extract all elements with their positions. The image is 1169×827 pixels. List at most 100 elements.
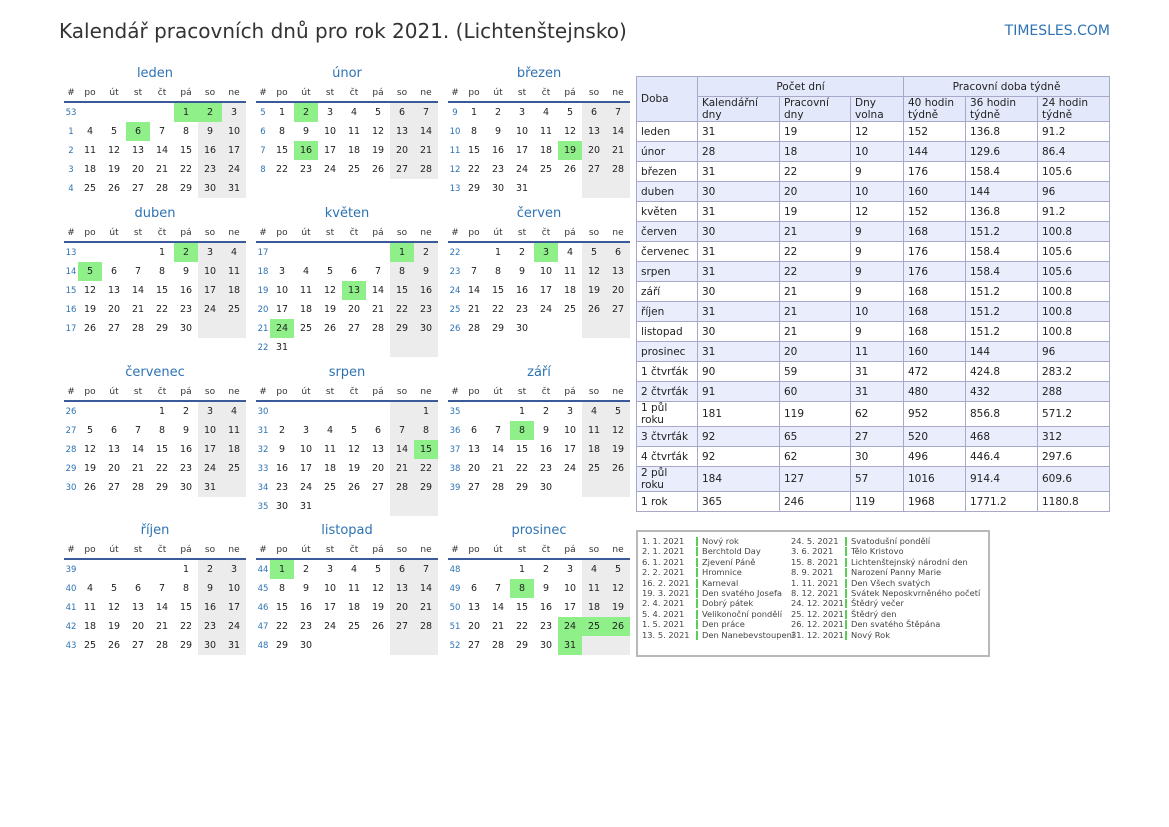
weekday-header: út bbox=[102, 224, 126, 243]
day-cell: 27 bbox=[582, 160, 606, 179]
day-cell: 10 bbox=[323, 126, 337, 137]
day-cell: 2 bbox=[182, 406, 190, 417]
weekday-header: so bbox=[582, 541, 606, 560]
day-cell: 16 bbox=[539, 444, 553, 455]
holiday-date: 1. 1. 2021 bbox=[642, 536, 685, 546]
holiday-column: 24. 5. 2021 Svatodušní pondělí 3. 6. 2021 T… bbox=[791, 536, 980, 640]
day-cell: 26 bbox=[371, 164, 385, 175]
day-cell: 14 bbox=[491, 602, 505, 613]
value-cell: 105.6 bbox=[1037, 241, 1110, 262]
value-cell: 31 bbox=[850, 361, 904, 382]
day-cell: 20 bbox=[390, 141, 414, 160]
day-cell: 25 bbox=[563, 304, 577, 315]
empty-cell bbox=[414, 497, 438, 516]
value-cell: 129.6 bbox=[965, 141, 1038, 162]
day-cell: 20 bbox=[131, 164, 145, 175]
day-cell: 11 bbox=[347, 126, 361, 137]
day-cell: 23 bbox=[179, 304, 193, 315]
value-cell: 96 bbox=[1037, 341, 1110, 362]
day-cell: 11 bbox=[347, 583, 361, 594]
holiday-item: 15. 8. 2021 Lichtenštejnský národní den bbox=[791, 557, 980, 567]
day-cell: 10 bbox=[563, 583, 577, 594]
day-cell: 7 bbox=[606, 102, 630, 122]
day-cell: 10 bbox=[515, 126, 529, 137]
empty-cell bbox=[294, 242, 318, 262]
weekday-header: čt bbox=[342, 84, 366, 103]
value-cell: 19 bbox=[779, 121, 851, 142]
empty-cell bbox=[558, 478, 582, 497]
weekday-header: čt bbox=[534, 541, 558, 560]
day-cell: 3 bbox=[566, 406, 574, 417]
week-number: 35 bbox=[449, 406, 461, 417]
value-cell: 952 bbox=[903, 401, 966, 427]
week-number: 14 bbox=[65, 266, 77, 277]
day-cell: 22 bbox=[515, 463, 529, 474]
value-cell: 91.2 bbox=[1037, 201, 1110, 222]
value-cell: 9 bbox=[850, 241, 904, 262]
value-cell: 31 bbox=[697, 161, 780, 182]
week-number: 5 bbox=[260, 107, 266, 118]
week-number: 4 bbox=[68, 183, 74, 194]
site-link[interactable]: TIMESLES.COM bbox=[1004, 23, 1110, 39]
day-cell: 15 bbox=[491, 285, 505, 296]
day-cell: 22 bbox=[390, 300, 414, 319]
day-cell: 21 bbox=[390, 459, 414, 478]
value-cell: 246 bbox=[779, 491, 851, 512]
value-cell: 31 bbox=[697, 261, 780, 282]
day-cell: 14 bbox=[390, 440, 414, 459]
value-cell: 9 bbox=[850, 281, 904, 302]
day-cell: 6 bbox=[470, 425, 478, 436]
empty-cell bbox=[342, 497, 366, 516]
week-number: 16 bbox=[65, 304, 77, 315]
holiday-name: Hromnice bbox=[702, 567, 742, 578]
weekday-header: čt bbox=[150, 541, 174, 560]
day-cell: 15 bbox=[179, 145, 193, 156]
holiday-item: 2. 2. 2021 Hromnice bbox=[642, 567, 794, 578]
month-calendar: prosinec # po út st čt pá so ne 48 1 2 3 4 5 49 6 7 8 9 10 11… bbox=[448, 521, 630, 655]
day-cell: 20 bbox=[606, 281, 630, 300]
day-cell: 27 bbox=[371, 482, 385, 493]
month-calendar: srpen # po út st čt pá so ne 30 1 31 2 3 4 5 6 7 8 32 9 10 11 1… bbox=[256, 363, 438, 516]
value-cell: 105.6 bbox=[1037, 161, 1110, 182]
empty-cell bbox=[102, 401, 126, 421]
day-cell: 29 bbox=[390, 319, 414, 338]
day-cell: 25 bbox=[582, 617, 606, 636]
col-doba: Doba bbox=[636, 76, 698, 122]
value-cell: 57 bbox=[850, 466, 904, 492]
day-cell: 25 bbox=[222, 300, 246, 319]
holiday-date: 31. 12. 2021 bbox=[791, 629, 844, 640]
empty-cell bbox=[294, 338, 318, 357]
value-cell: 136.8 bbox=[965, 121, 1038, 142]
holiday-date: 16. 2. 2021 bbox=[642, 577, 690, 588]
holiday-date: 2. 4. 2021 bbox=[642, 598, 685, 609]
day-cell: 7 bbox=[134, 425, 142, 436]
table-row: 3 čtvrťák 92 65 27 520 468 312 bbox=[636, 426, 1110, 447]
group-hours-header: Pracovní doba týdně bbox=[903, 76, 1110, 97]
day-cell: 25 bbox=[539, 164, 553, 175]
day-cell: 13 bbox=[390, 579, 414, 598]
day-cell: 18 bbox=[83, 164, 97, 175]
day-cell: 3 bbox=[302, 425, 310, 436]
day-cell: 30 bbox=[299, 640, 313, 651]
week-number: 26 bbox=[449, 323, 461, 334]
day-cell: 13 bbox=[342, 281, 366, 300]
holiday-marker bbox=[696, 568, 698, 578]
day-cell: 4 bbox=[582, 559, 606, 579]
day-cell: 18 bbox=[323, 463, 337, 474]
holiday-marker bbox=[845, 620, 847, 630]
month-name: prosinec bbox=[511, 523, 567, 538]
day-cell: 13 bbox=[606, 262, 630, 281]
empty-cell bbox=[534, 179, 558, 198]
value-cell: 21 bbox=[779, 301, 851, 322]
col-days-off: Dny volna bbox=[850, 96, 904, 122]
month-name: březen bbox=[516, 66, 562, 81]
day-cell: 2 bbox=[294, 102, 318, 122]
period-cell: květen bbox=[636, 201, 698, 222]
day-cell: 20 bbox=[347, 304, 361, 315]
day-cell: 5 bbox=[78, 262, 102, 281]
day-cell: 25 bbox=[222, 459, 246, 478]
empty-cell bbox=[318, 242, 342, 262]
week-number: 8 bbox=[260, 164, 266, 175]
value-cell: 22 bbox=[779, 161, 851, 182]
day-cell: 3 bbox=[534, 242, 558, 262]
